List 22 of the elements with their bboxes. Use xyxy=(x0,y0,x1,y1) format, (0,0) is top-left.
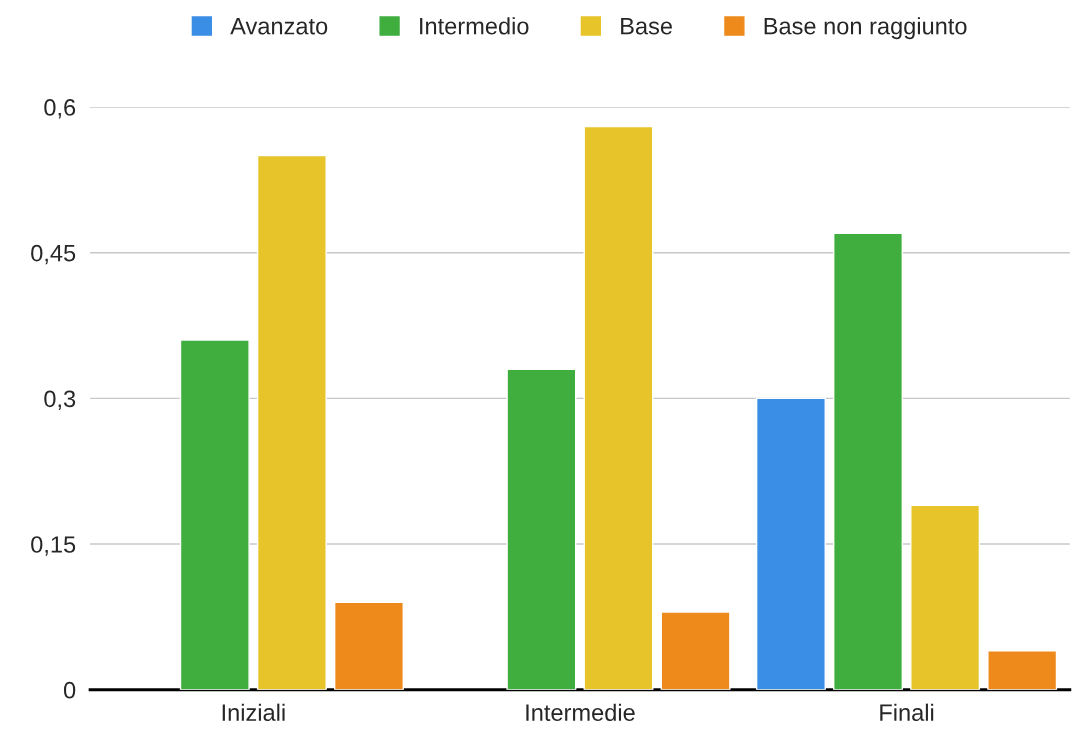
legend-label: Base non raggiunto xyxy=(764,17,967,40)
y-tick-label: 0,3 xyxy=(44,390,76,410)
y-tick-label: 0,45 xyxy=(31,244,76,265)
x-tick-label: Finali xyxy=(880,703,934,721)
y-tick-label: 0 xyxy=(63,681,76,699)
bar xyxy=(910,504,981,690)
bar xyxy=(833,232,904,690)
bar xyxy=(660,611,731,690)
bar xyxy=(506,368,577,690)
legend-label: Base xyxy=(621,18,672,35)
bar xyxy=(256,154,327,690)
y-tick-label: 0,6 xyxy=(44,99,76,119)
bar xyxy=(583,125,654,690)
bar xyxy=(333,601,404,690)
legend-label: Intermedio xyxy=(420,17,529,35)
x-tick-label: Iniziali xyxy=(222,703,285,721)
x-tick-label: Intermedie xyxy=(526,703,635,721)
legend-label: Avanzato xyxy=(230,18,328,35)
bar xyxy=(179,339,250,690)
y-tick-label: 0,15 xyxy=(31,536,76,556)
bar xyxy=(987,650,1058,690)
bar xyxy=(755,397,826,690)
